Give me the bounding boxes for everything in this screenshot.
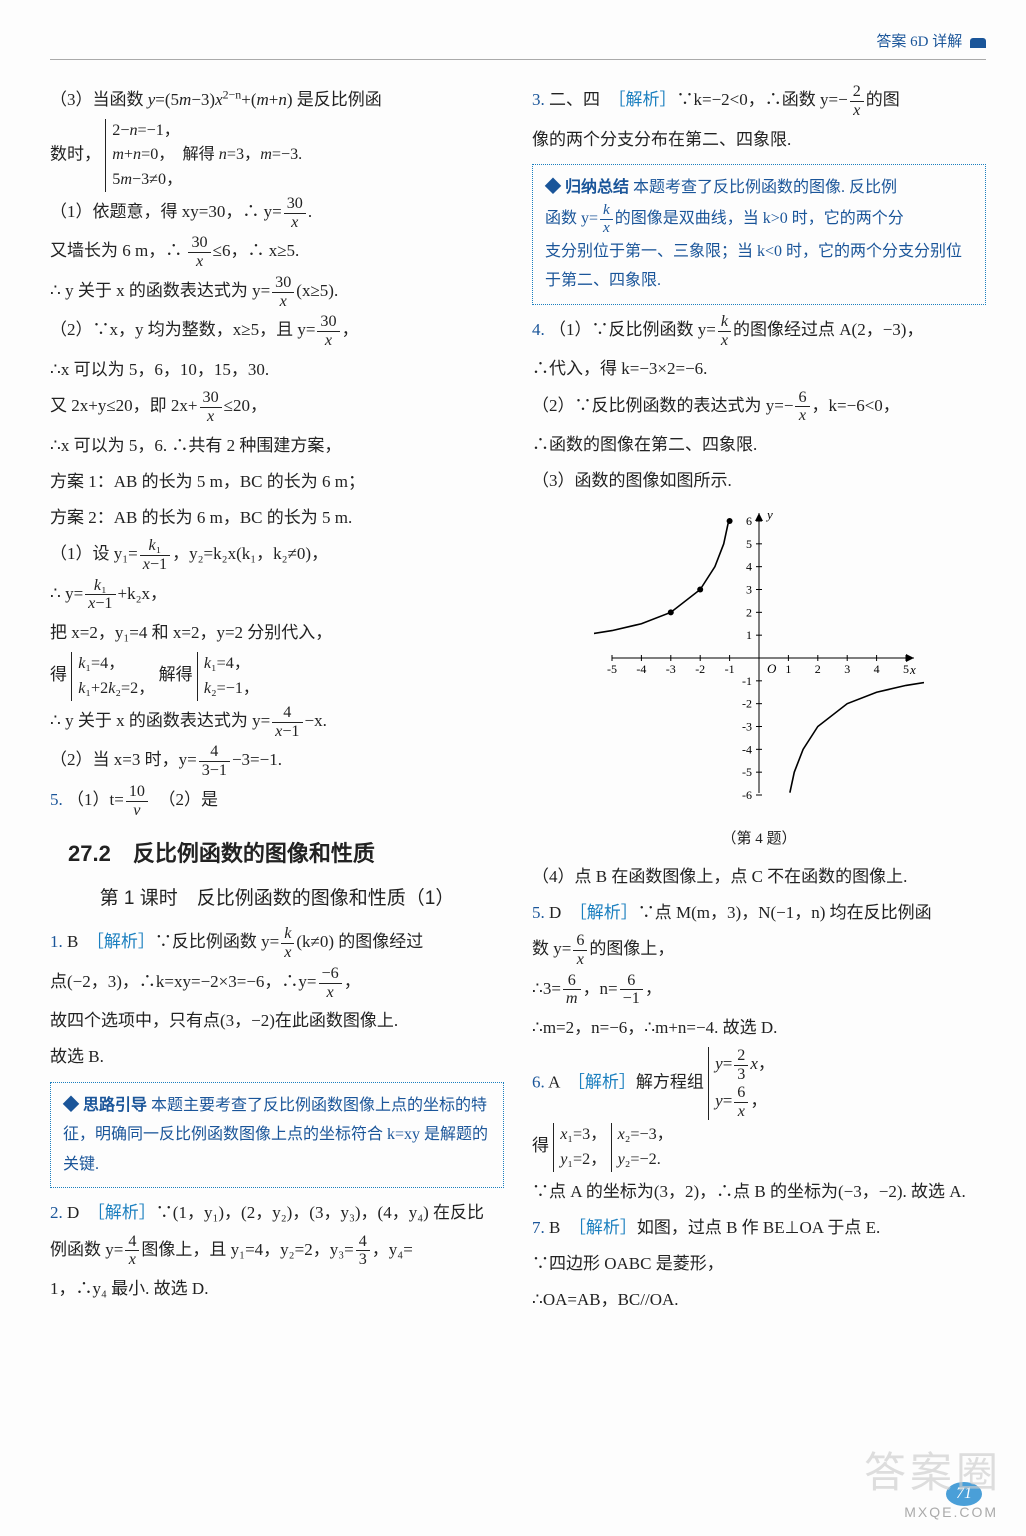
watermark: 答案圈 (864, 1439, 1002, 1500)
svg-text:y: y (765, 507, 773, 522)
section-title: 27.2 反比例函数的图像和性质 (68, 833, 504, 876)
line: ∴ y 关于 x 的函数表达式为 y=4x−1−x. (50, 704, 504, 741)
line: （2）当 x=3 时，y=43−1−3=−1. (50, 743, 504, 780)
svg-text:4: 4 (746, 560, 752, 574)
svg-text:-6: -6 (742, 788, 752, 802)
summary-box: ◆ 归纳总结 本题考查了反比例函数的图像. 反比例 函数 y=kx的图像是双曲线… (532, 164, 986, 305)
line: ∴ y 关于 x 的函数表达式为 y=30x(x≥5). (50, 274, 504, 311)
line: 1，∴y₄ 最小. 故选 D. (50, 1272, 504, 1305)
svg-text:-2: -2 (695, 662, 705, 676)
line: ∴3=6m，n=6−1， (532, 972, 986, 1009)
line: （1）依题意，得 xy=30，∴ y=30x. (50, 195, 504, 232)
line: （3）函数的图像如图所示. (532, 464, 986, 497)
line: ∴ y=k₁x−1+k₂x， (50, 577, 504, 614)
hint-box: ◆ 思路引导 本题主要考查了反比例函数图像上点的坐标的特征，明确同一反比例函数图… (50, 1082, 504, 1189)
svg-text:6: 6 (746, 514, 752, 528)
svg-text:2: 2 (815, 662, 821, 676)
svg-text:-4: -4 (742, 743, 752, 757)
line: （1）设 y₁=k₁x−1，y₂=k₂x(k₁，k₂≠0)， (50, 537, 504, 574)
svg-text:5: 5 (903, 662, 909, 676)
line: 故四个选项中，只有点(3，−2)在此函数图像上. (50, 1004, 504, 1037)
header-text: 答案 6D 详解 (876, 34, 962, 50)
q5: 5. （1）t=10v （2）是 (50, 783, 504, 820)
line: ∵四边形 OABC 是菱形， (532, 1247, 986, 1280)
q5r: 5. D ［解析］∵点 M(m，3)，N(−1，n) 均在反比例函 (532, 896, 986, 929)
line: 方案 1：AB 的长为 5 m，BC 的长为 6 m； (50, 465, 504, 498)
line: 得 k₁=4，k₁+2k₂=2， 解得 k₁=4，k₂=−1， (50, 652, 504, 700)
svg-text:-3: -3 (742, 720, 752, 734)
columns: （3）当函数 y=(5m−3)x2−n+(m+n) 是反比例函 数时， 2−n=… (50, 80, 986, 1319)
line: 点(−2，3)，∴k=xy=−2×3=−6，∴y=−6x， (50, 965, 504, 1002)
header-icon (970, 38, 986, 48)
q1: 1. B ［解析］∵反比例函数 y=kx(k≠0) 的图像经过 (50, 925, 504, 962)
line: 数时， 2−n=−1， m+n=0， 解得 n=3，m=−3. 5m−3≠0， (50, 119, 504, 192)
q7: 7. B ［解析］如图，过点 B 作 BE⊥OA 于点 E. (532, 1211, 986, 1244)
line: 得 x₁=3，y₁=2， x₂=−3，y₂=−2. (532, 1123, 986, 1171)
graph: -5 -4 -3 -2 -1 1 2 3 4 5 -6 -5 -4 -3 -2 -1 1 2 3 4 5 6 Ox y （第 … (532, 503, 986, 853)
svg-text:-3: -3 (666, 662, 676, 676)
svg-text:3: 3 (844, 662, 850, 676)
graph-svg: -5 -4 -3 -2 -1 1 2 3 4 5 -6 -5 -4 -3 -2 -1 1 2 3 4 5 6 Ox y (594, 503, 924, 813)
svg-text:4: 4 (874, 662, 880, 676)
left-column: （3）当函数 y=(5m−3)x2−n+(m+n) 是反比例函 数时， 2−n=… (50, 80, 504, 1319)
line: 又 2x+y≤20，即 2x+30x≤20， (50, 389, 504, 426)
line: ∴OA=AB，BC//OA. (532, 1283, 986, 1316)
page-header: 答案 6D 详解 (50, 30, 986, 60)
line: 数 y=6x的图像上， (532, 932, 986, 969)
svg-text:5: 5 (746, 537, 752, 551)
line: ∴x 可以为 5，6. ∴共有 2 种围建方案， (50, 429, 504, 462)
svg-text:-1: -1 (725, 662, 735, 676)
q4: 4. （1）∵反比例函数 y=kx的图像经过点 A(2，−3)， (532, 313, 986, 350)
section-sub: 第 1 课时 反比例函数的图像和性质（1） (50, 880, 504, 917)
line: 方案 2：AB 的长为 6 m，BC 的长为 5 m. (50, 501, 504, 534)
svg-text:-1: -1 (742, 674, 752, 688)
line: （2）∵x，y 均为整数，x≥5，且 y=30x， (50, 313, 504, 350)
svg-text:-5: -5 (607, 662, 617, 676)
watermark-url: MXQE.COM (904, 1504, 998, 1520)
svg-text:O: O (767, 661, 777, 676)
svg-text:3: 3 (746, 583, 752, 597)
svg-text:-2: -2 (742, 697, 752, 711)
line: ∴m=2，n=−6，∴m+n=−4. 故选 D. (532, 1011, 986, 1044)
q6: 6. A ［解析］解方程组 y=23x， y=6x， (532, 1047, 986, 1120)
line: 把 x=2，y₁=4 和 x=2，y=2 分别代入， (50, 616, 504, 649)
cases: 2−n=−1， m+n=0， 解得 n=3，m=−3. 5m−3≠0， (105, 119, 302, 192)
right-column: 3. 二、四 ［解析］∵k=−2<0，∴函数 y=−2x的图 像的两个分支分布在… (532, 80, 986, 1319)
line: ∴x 可以为 5，6，10，15，30. (50, 353, 504, 386)
line: （2）∵反比例函数的表达式为 y=−6x，k=−6<0， (532, 389, 986, 426)
svg-text:2: 2 (746, 606, 752, 620)
svg-text:-5: -5 (742, 766, 752, 780)
line: 故选 B. (50, 1040, 504, 1073)
graph-caption: （第 4 题） (532, 825, 986, 854)
line: 例函数 y=4x图像上，且 y₁=4，y₂=2，y₃=43，y₄= (50, 1233, 504, 1270)
q3: 3. 二、四 ［解析］∵k=−2<0，∴函数 y=−2x的图 (532, 83, 986, 120)
line: 像的两个分支分布在第二、四象限. (532, 123, 986, 156)
line: （4）点 B 在函数图像上，点 C 不在函数的图像上. (532, 860, 986, 893)
line: ∴函数的图像在第二、四象限. (532, 428, 986, 461)
svg-text:-4: -4 (636, 662, 646, 676)
line: （3）当函数 y=(5m−3)x2−n+(m+n) 是反比例函 (50, 83, 504, 116)
line: ∴代入，得 k=−3×2=−6. (532, 352, 986, 385)
line: ∵点 A 的坐标为(3，2)，∴点 B 的坐标为(−3，−2). 故选 A. (532, 1175, 986, 1208)
svg-text:x: x (909, 662, 916, 677)
line: 又墙长为 6 m，∴ 30x≤6，∴ x≥5. (50, 234, 504, 271)
svg-text:1: 1 (785, 662, 791, 676)
svg-text:1: 1 (746, 629, 752, 643)
q2: 2. D ［解析］∵(1，y₁)，(2，y₂)，(3，y₃)，(4，y₄) 在反… (50, 1196, 504, 1229)
